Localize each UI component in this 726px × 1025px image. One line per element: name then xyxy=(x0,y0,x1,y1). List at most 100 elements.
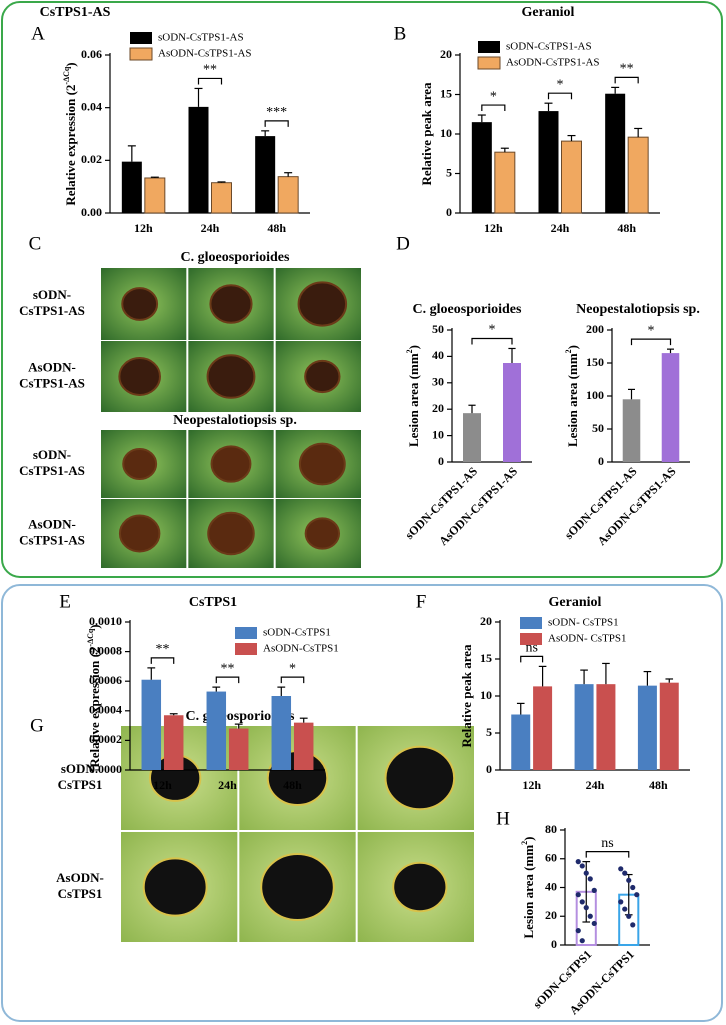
legend-swatch xyxy=(520,617,542,629)
error-bar xyxy=(634,127,643,138)
lesion xyxy=(384,745,456,811)
row-label: AsODN-CsTPS1-AS xyxy=(19,516,85,547)
chart-title: CsTPS1 xyxy=(189,595,237,610)
legend-label: AsODN- CsTPS1 xyxy=(548,633,627,645)
significance-label: ** xyxy=(620,62,634,77)
data-point xyxy=(591,920,597,927)
lesion xyxy=(207,511,255,556)
legend-swatch xyxy=(478,41,500,53)
significance-bracket xyxy=(481,104,506,112)
error-bar xyxy=(127,145,136,162)
y-tick-label: 50 xyxy=(432,322,444,336)
y-axis-label: Relative expression (2-ΔCq) xyxy=(62,62,78,205)
legend-swatch xyxy=(235,627,257,639)
bar xyxy=(228,728,249,770)
legend-label: AsODN-CsTPS1-AS xyxy=(158,48,252,60)
error-bar xyxy=(665,678,674,683)
data-point xyxy=(622,906,628,912)
y-axis-label: Lesion area (mm2) xyxy=(564,345,580,447)
y-tick-label: 10 xyxy=(480,688,492,702)
row-label: AsODN-CsTPS1-AS xyxy=(19,359,85,390)
error-bar xyxy=(261,130,270,137)
legend-label: sODN-CsTPS1-AS xyxy=(158,32,244,44)
y-tick-label: 30 xyxy=(432,375,444,389)
panel-letter: B xyxy=(394,23,407,44)
y-tick-label: 100 xyxy=(586,388,604,402)
y-axis-label-part: Relative expression (2 xyxy=(63,85,78,206)
error-bar xyxy=(508,347,516,363)
data-point xyxy=(622,870,628,876)
significance-bracket xyxy=(585,851,630,858)
error-bar xyxy=(277,686,286,696)
chart-title: Geraniol xyxy=(522,5,575,20)
y-axis-label-part: Relative peak area xyxy=(419,82,434,186)
y-axis-label: Relative expression (2-ΔCq) xyxy=(86,624,102,767)
error-bar xyxy=(234,723,243,729)
y-tick-label: 0.04 xyxy=(81,99,102,113)
significance-bracket xyxy=(215,676,240,684)
significance-label: ** xyxy=(156,642,170,657)
bar xyxy=(144,177,166,214)
y-tick-label: 0 xyxy=(551,937,557,951)
bar xyxy=(293,722,314,770)
bar xyxy=(255,136,276,213)
error-bar xyxy=(299,717,308,723)
x-tick-label: 12h xyxy=(134,221,153,235)
chart-title: Neopestalotiopsis sp. xyxy=(576,302,700,317)
y-tick-label: 40 xyxy=(545,879,557,893)
data-point xyxy=(626,913,632,919)
bar xyxy=(622,399,641,462)
error-bar xyxy=(500,147,509,153)
error-bar xyxy=(284,172,293,177)
error-bar xyxy=(580,669,588,685)
bar xyxy=(211,182,232,214)
y-axis-label-part: Lesion area (mm xyxy=(406,353,421,447)
y-axis-label: Lesion area (mm2) xyxy=(405,345,421,447)
legend-label: AsODN-CsTPS1-AS xyxy=(506,57,600,69)
panel-letter: H xyxy=(496,808,510,829)
bar xyxy=(503,363,521,462)
error-bar xyxy=(147,667,156,680)
lesion xyxy=(304,359,341,394)
significance-label: ** xyxy=(221,661,235,676)
data-point xyxy=(634,892,640,898)
significance-label: *** xyxy=(266,105,287,120)
y-tick-label: 0.06 xyxy=(81,47,102,61)
y-tick-label: 40 xyxy=(432,348,444,362)
row-label-line: CsTPS1-AS xyxy=(19,532,85,547)
panel-letter: D xyxy=(396,233,410,254)
error-bar xyxy=(611,86,620,94)
data-point xyxy=(618,866,624,872)
y-axis-label-part: ) xyxy=(63,62,78,66)
legend-label: AsODN-CsTPS1 xyxy=(263,643,339,655)
y-axis-label: Lesion area (mm2) xyxy=(520,837,536,939)
y-tick-label: 10 xyxy=(432,427,444,441)
x-tick-label: 24h xyxy=(551,221,570,235)
y-tick-label: 20 xyxy=(480,614,492,628)
lesion xyxy=(121,287,159,321)
bar xyxy=(605,93,626,213)
error-bar xyxy=(212,686,221,692)
bar xyxy=(659,682,679,770)
row-label: sODN-CsTPS1 xyxy=(58,761,103,792)
panel-letter: F xyxy=(416,591,427,612)
row-label-line: AsODN- xyxy=(28,359,76,374)
lesion xyxy=(392,861,448,913)
y-tick-label: 0.0004 xyxy=(89,703,122,717)
chart-title: C. gloeosporioides xyxy=(413,302,522,317)
bar xyxy=(121,161,142,213)
lesion xyxy=(297,281,348,327)
error-bar xyxy=(150,176,159,178)
row-label-line: AsODN- xyxy=(56,870,104,885)
lesion xyxy=(298,442,346,486)
panel-letter: E xyxy=(59,591,71,612)
error-bar xyxy=(538,665,547,687)
bar xyxy=(494,151,516,214)
y-tick-label: 50 xyxy=(592,421,604,435)
y-axis-label-part: Lesion area (mm xyxy=(521,845,536,939)
bar xyxy=(637,685,657,770)
y-tick-label: 150 xyxy=(586,355,604,369)
lesion xyxy=(209,284,253,324)
bar xyxy=(596,684,616,770)
bar xyxy=(188,106,209,213)
